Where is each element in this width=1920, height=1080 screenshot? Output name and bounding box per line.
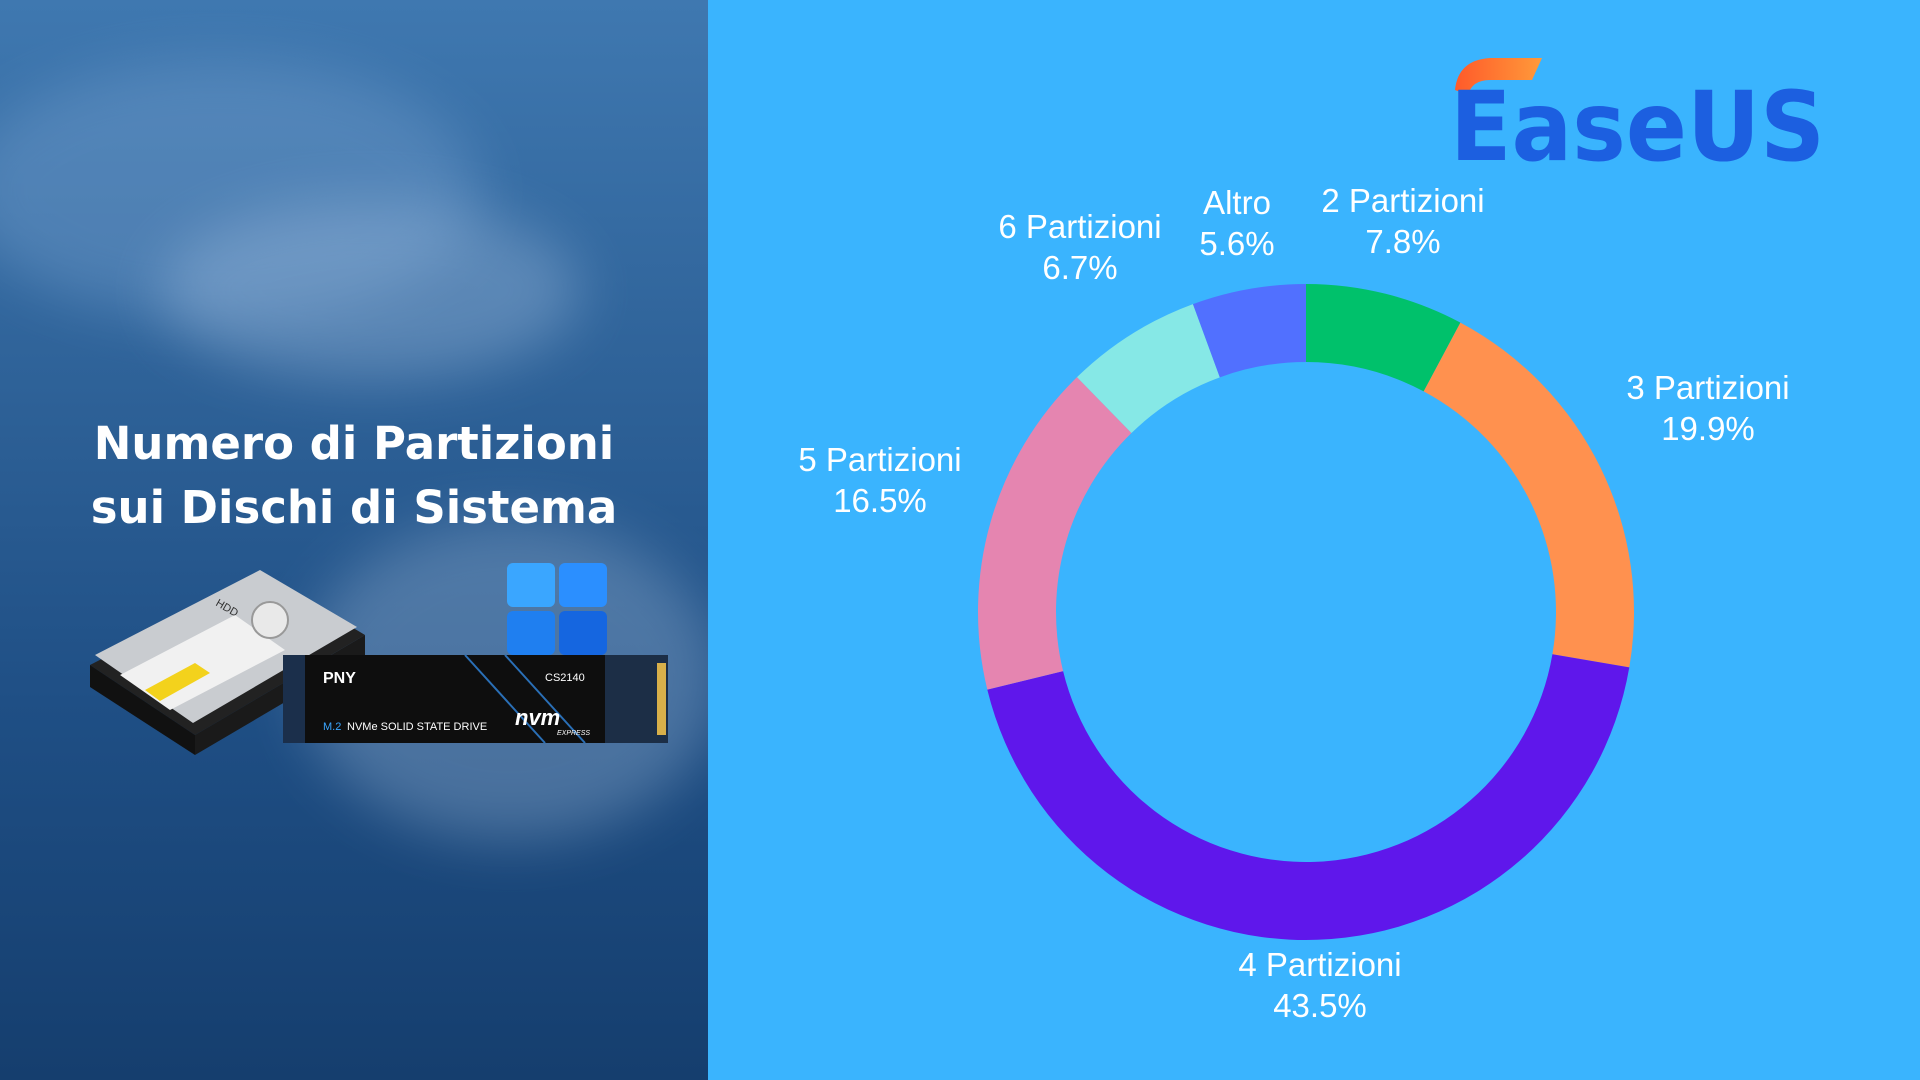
title-line-1: Numero di Partizioni [93,417,615,470]
left-panel: Numero di Partizioni sui Dischi di Siste… [0,0,708,1080]
slice-2-partizioni [1306,284,1461,392]
donut-labels: 2 Partizioni 7.8% 3 Partizioni 19.9% 4 Parti… [798,182,1789,1024]
ssd-model: CS2140 [545,672,585,684]
slice-3-partizioni [1423,322,1634,668]
nvm-logo-sub: EXPRESS [557,730,590,737]
slice-label-2-partizioni: 2 Partizioni [1321,182,1484,219]
slice-4-partizioni [987,654,1630,940]
slice-value-4-partizioni: 43.5% [1273,987,1367,1024]
donut-slices [978,284,1634,940]
ssd-description: NVMe SOLID STATE DRIVE [347,721,487,733]
slice-value-altro: 5.6% [1199,225,1274,262]
slice-value-3-partizioni: 19.9% [1661,410,1755,447]
slice-5-partizioni [978,377,1132,690]
page-title: Numero di Partizioni sui Dischi di Siste… [0,412,708,540]
title-line-2: sui Dischi di Sistema [90,481,618,534]
background-hand-blur [160,200,580,380]
slice-label-5-partizioni: 5 Partizioni [798,441,961,478]
slice-label-altro: Altro [1203,184,1271,221]
nvm-logo: nvm [515,705,560,730]
logo-swoosh-icon [1455,58,1542,95]
slice-altro [1192,284,1306,378]
ssd-form-factor: M.2 [323,721,341,733]
slice-label-4-partizioni: 4 Partizioni [1238,946,1401,983]
windows-logo-icon [507,563,607,655]
logo-text: EaseUS [1450,71,1825,175]
slice-label-6-partizioni: 6 Partizioni [998,208,1161,245]
background-keyboard-blur [0,60,480,320]
slice-value-5-partizioni: 16.5% [833,482,927,519]
slice-label-3-partizioni: 3 Partizioni [1626,369,1789,406]
slice-value-6-partizioni: 6.7% [1042,249,1117,286]
slice-6-partizioni [1077,304,1220,434]
ssd-brand: PNY [323,670,356,687]
ssd-image: PNY CS2140 M.2 NVMe SOLID STATE DRIVE nv… [283,654,668,744]
easeus-logo: EaseUS [1450,58,1825,175]
hardware-illustration: HDD PNY CS2140 M.2 NVMe SOLID STATE DRIV… [90,563,668,755]
slice-value-2-partizioni: 7.8% [1365,223,1440,260]
